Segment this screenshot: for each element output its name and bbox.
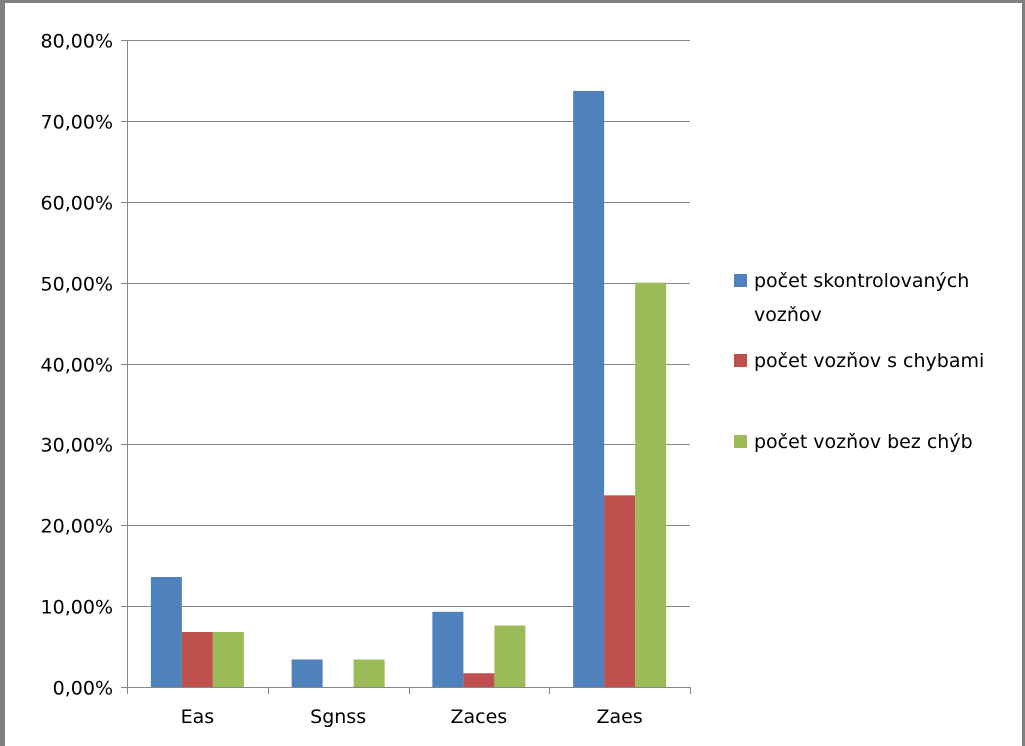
y-axis-tick-labels: 0,00% 10,00% 20,00% 30,00% 40,00% 50,00% 60,00… bbox=[41, 31, 113, 700]
legend-swatch bbox=[734, 274, 747, 287]
y-tick-label: 40,00% bbox=[41, 355, 113, 377]
y-tick-label: 0,00% bbox=[53, 678, 113, 700]
bar-sgnss-series-3 bbox=[353, 659, 385, 687]
bar-zaes-series-3 bbox=[635, 282, 667, 687]
x-category-label: Zaces bbox=[451, 706, 508, 728]
y-tick-label: 80,00% bbox=[41, 31, 113, 53]
axes bbox=[121, 40, 691, 694]
bar-zaes-series-1 bbox=[573, 90, 605, 688]
legend-swatch bbox=[734, 435, 747, 448]
x-axis-category-labels: Eas Sgnss Zaces Zaes bbox=[181, 706, 643, 728]
legend-label: počet skontrolovaných bbox=[754, 270, 969, 292]
x-category-label: Sgnss bbox=[310, 706, 366, 728]
bar-zaces-series-1 bbox=[432, 611, 464, 687]
y-tick-label: 60,00% bbox=[41, 193, 113, 215]
y-tick-label: 10,00% bbox=[41, 597, 113, 619]
bar-sgnss-series-1 bbox=[291, 659, 323, 687]
y-tick-label: 30,00% bbox=[41, 435, 113, 457]
bar-eas-series-3 bbox=[212, 632, 244, 687]
bar-zaces-series-2 bbox=[463, 673, 495, 687]
bar-zaes-series-2 bbox=[604, 495, 636, 687]
y-tick-label: 20,00% bbox=[41, 516, 113, 538]
x-category-label: Zaes bbox=[597, 706, 643, 728]
legend-label: vozňov bbox=[754, 304, 822, 326]
bar-zaces-series-3 bbox=[494, 625, 526, 687]
y-tick-label: 70,00% bbox=[41, 112, 113, 134]
legend-label: počet vozňov bez chýb bbox=[754, 431, 973, 453]
x-category-label: Eas bbox=[181, 706, 215, 728]
legend: počet skontrolovaných vozňov počet vozňov … bbox=[734, 270, 984, 453]
bar-eas-series-1 bbox=[150, 577, 182, 687]
y-tick-label: 50,00% bbox=[41, 274, 113, 296]
legend-label: počet vozňov s chybami bbox=[754, 350, 984, 372]
bar-eas-series-2 bbox=[181, 632, 213, 687]
legend-swatch bbox=[734, 354, 747, 367]
bars bbox=[150, 90, 667, 688]
